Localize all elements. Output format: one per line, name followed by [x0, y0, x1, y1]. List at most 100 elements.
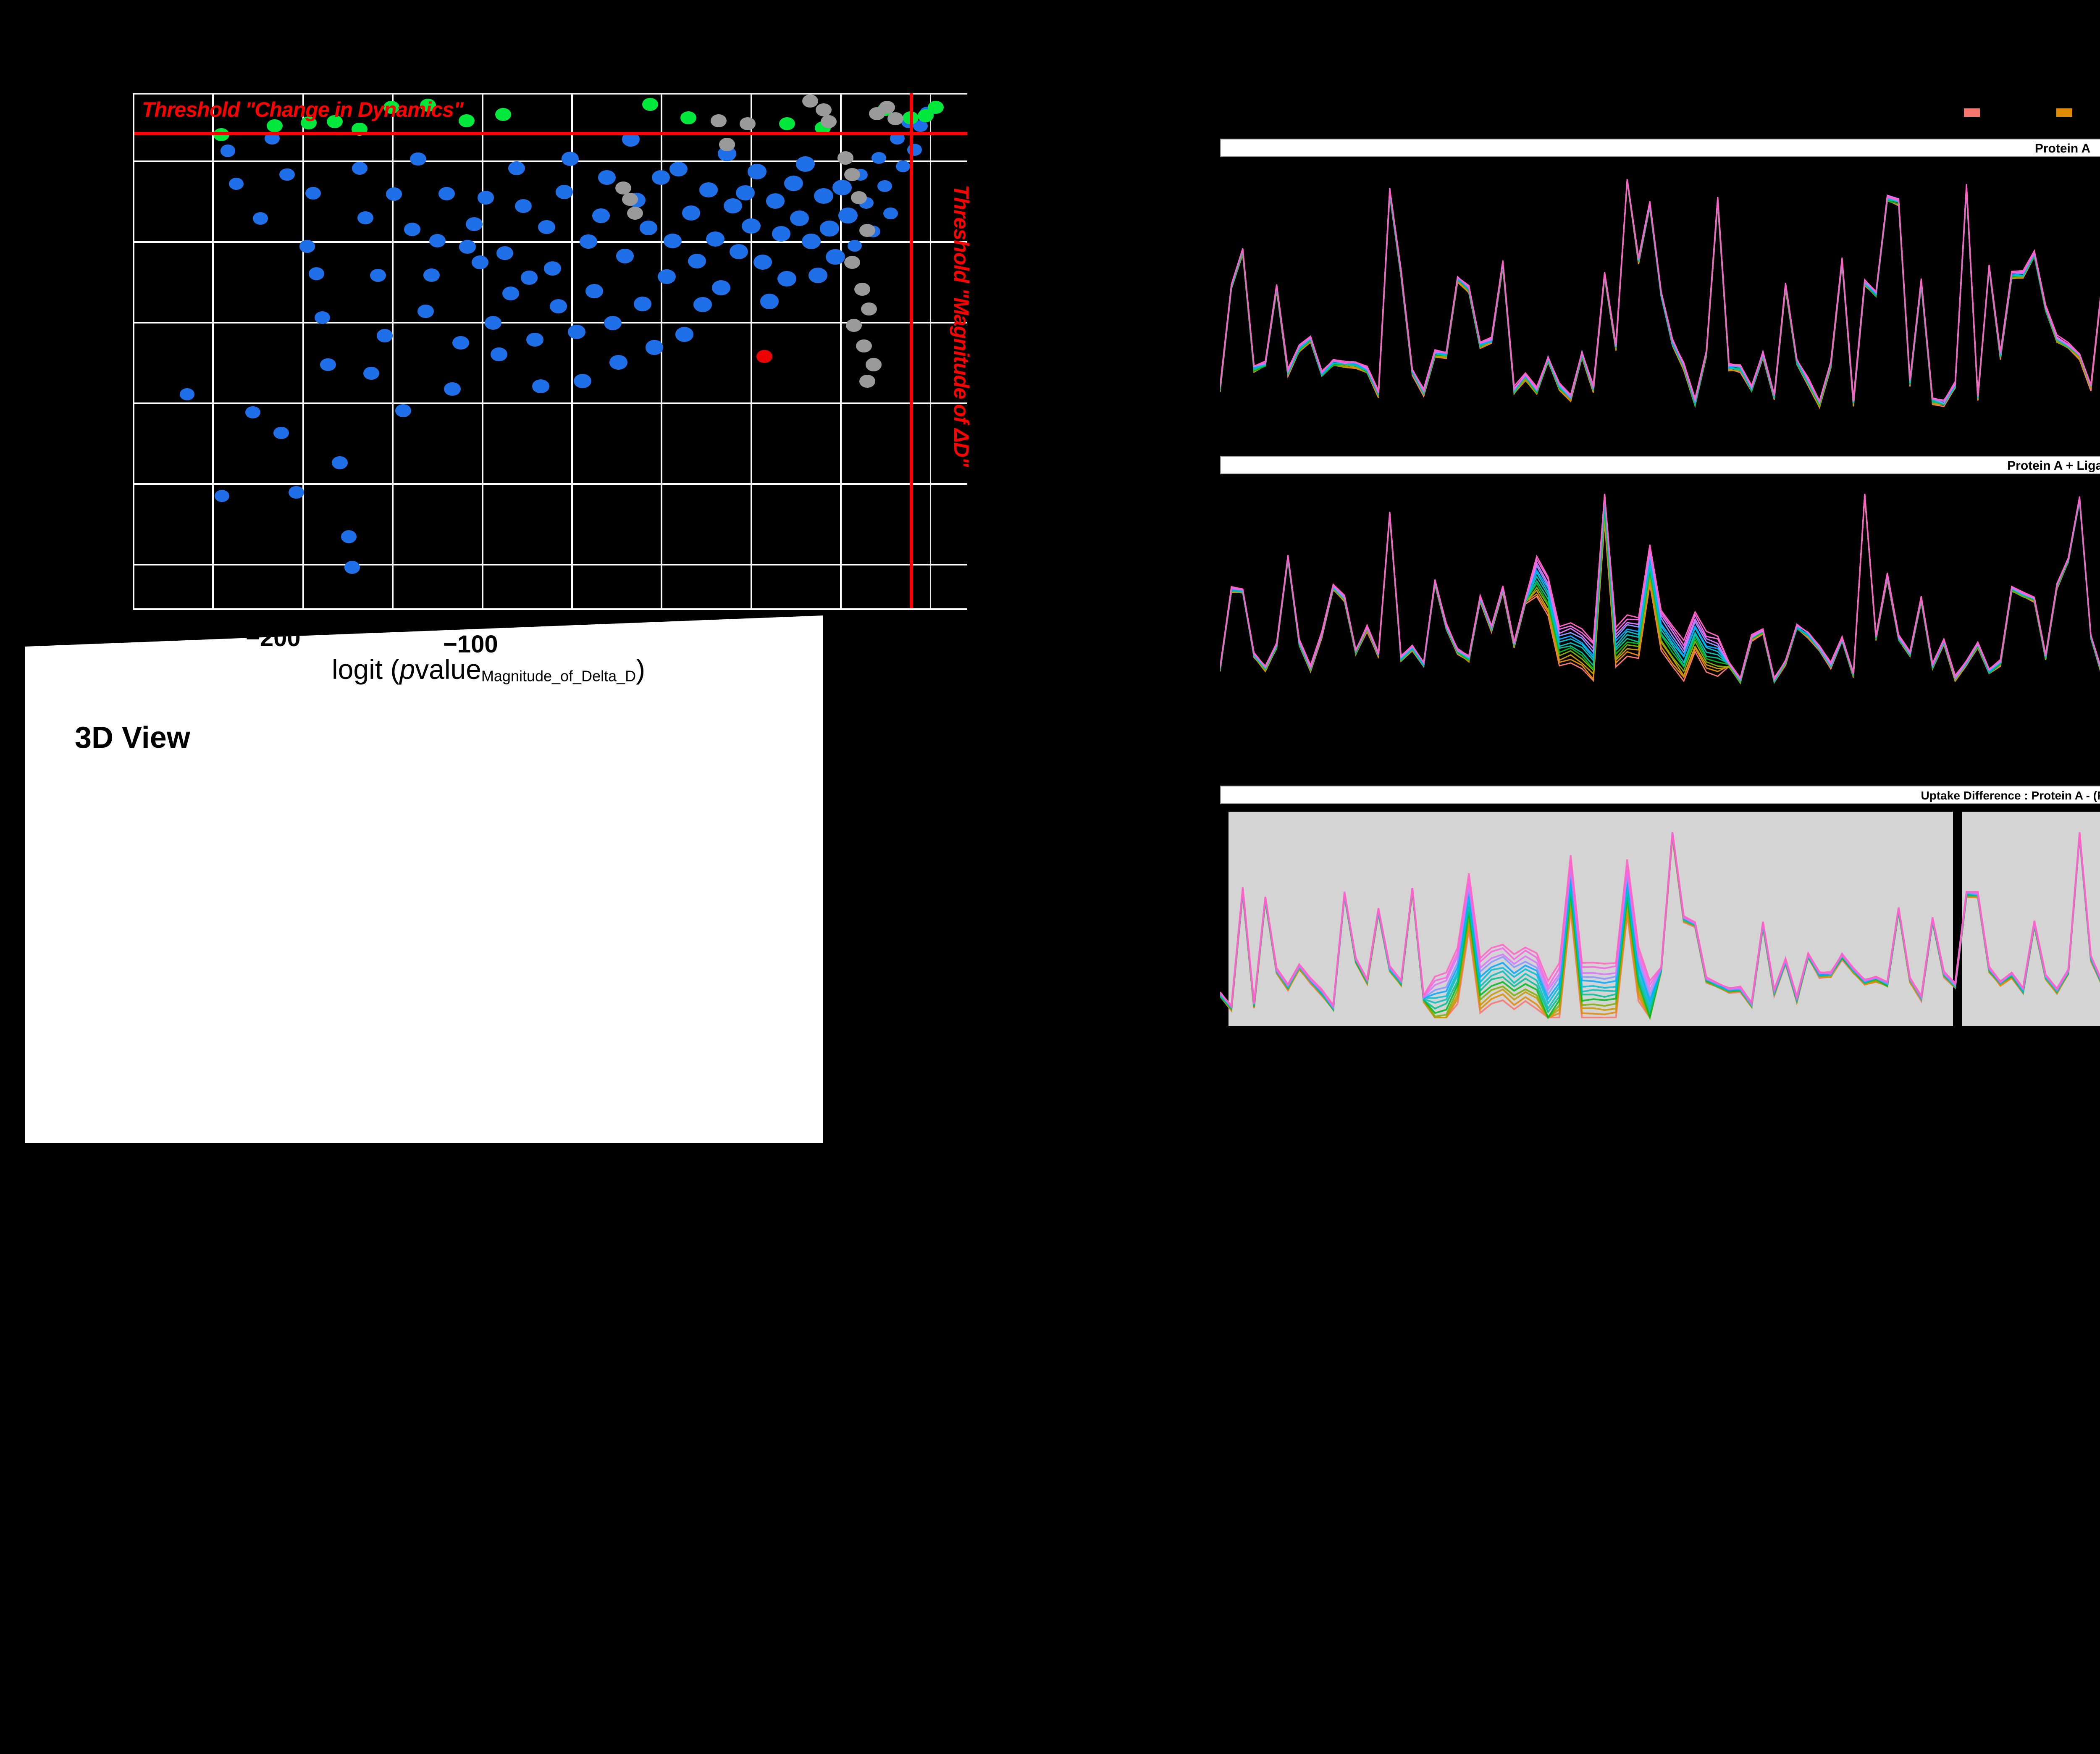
- scatter-point[interactable]: [352, 162, 368, 175]
- scatter-point[interactable]: [514, 199, 532, 213]
- scatter-point[interactable]: [410, 152, 426, 166]
- scatter-point[interactable]: [561, 152, 579, 166]
- scatter-point[interactable]: [301, 116, 317, 129]
- scatter-point[interactable]: [420, 98, 436, 112]
- scatter-point[interactable]: [532, 379, 550, 394]
- scatter-point[interactable]: [452, 336, 469, 350]
- scatter-point[interactable]: [273, 426, 289, 439]
- scatter-point[interactable]: [760, 294, 779, 309]
- scatter-point[interactable]: [491, 347, 508, 361]
- scatter-point[interactable]: [444, 382, 461, 396]
- scatter-point[interactable]: [585, 284, 603, 299]
- scatter-point[interactable]: [711, 280, 730, 296]
- scatter-point[interactable]: [485, 316, 502, 330]
- scatter-point[interactable]: [850, 191, 867, 205]
- scatter-point[interactable]: [423, 268, 440, 282]
- scatter-point[interactable]: [363, 367, 380, 380]
- scatter-point[interactable]: [664, 233, 682, 249]
- scatter-point[interactable]: [326, 115, 343, 129]
- scatter-point[interactable]: [682, 205, 700, 221]
- scatter-point[interactable]: [859, 224, 875, 237]
- scatter-point[interactable]: [802, 95, 819, 108]
- trace-chart-uptake-difference[interactable]: [1220, 812, 2100, 1026]
- scatter-point[interactable]: [179, 388, 194, 400]
- scatter-point[interactable]: [495, 108, 512, 121]
- trace-chart-protein-a[interactable]: [1220, 164, 2100, 424]
- scatter-point[interactable]: [622, 192, 638, 206]
- scatter-point[interactable]: [320, 358, 336, 371]
- scatter-point[interactable]: [777, 271, 797, 287]
- volcano-plot-panel[interactable]: Threshold "Change in Dynamics" Threshold…: [0, 0, 1092, 655]
- scatter-point[interactable]: [658, 269, 676, 284]
- scatter-point[interactable]: [465, 217, 483, 231]
- scatter-point[interactable]: [753, 254, 772, 270]
- scatter-point[interactable]: [508, 161, 525, 175]
- scatter-point[interactable]: [609, 355, 627, 370]
- scatter-point[interactable]: [844, 255, 860, 269]
- threshold-line-vertical[interactable]: [910, 93, 913, 608]
- scatter-point[interactable]: [370, 268, 386, 282]
- scatter-point[interactable]: [854, 282, 870, 296]
- scatter-point[interactable]: [837, 151, 853, 165]
- scatter-point[interactable]: [872, 152, 886, 164]
- scatter-point[interactable]: [642, 97, 658, 111]
- scatter-point[interactable]: [344, 560, 360, 574]
- scatter-point[interactable]: [417, 305, 434, 318]
- scatter-point[interactable]: [228, 178, 244, 190]
- scatter-point[interactable]: [756, 350, 773, 363]
- legend-swatch-2[interactable]: [2056, 108, 2072, 117]
- scatter-point[interactable]: [604, 316, 622, 331]
- scatter-point[interactable]: [766, 193, 785, 209]
- scatter-point[interactable]: [706, 231, 724, 247]
- scatter-point[interactable]: [383, 100, 399, 114]
- trace-chart-protein-a-ligand[interactable]: [1220, 481, 2100, 699]
- scatter-point[interactable]: [438, 187, 455, 200]
- scatter-point[interactable]: [832, 179, 852, 196]
- scatter-point[interactable]: [866, 358, 882, 371]
- scatter-point[interactable]: [616, 249, 634, 263]
- scatter-point[interactable]: [699, 182, 718, 197]
- scatter-point[interactable]: [814, 188, 834, 204]
- scatter-point[interactable]: [669, 161, 688, 177]
- scatter-point[interactable]: [790, 210, 809, 226]
- scatter-point[interactable]: [520, 271, 538, 285]
- scatter-point[interactable]: [879, 100, 895, 114]
- scatter-point[interactable]: [279, 168, 295, 181]
- scatter-point[interactable]: [719, 138, 735, 151]
- scatter-point[interactable]: [742, 218, 761, 234]
- scatter-point[interactable]: [861, 302, 877, 316]
- scatter-point[interactable]: [856, 339, 872, 353]
- scatter-point[interactable]: [927, 100, 944, 114]
- scatter-point[interactable]: [496, 246, 514, 260]
- scatter-point[interactable]: [598, 170, 616, 185]
- scatter-point[interactable]: [289, 486, 304, 499]
- scatter-point[interactable]: [645, 340, 664, 355]
- scatter-point[interactable]: [633, 297, 652, 312]
- scatter-point[interactable]: [386, 187, 402, 201]
- scatter-point[interactable]: [772, 226, 791, 242]
- scatter-point[interactable]: [314, 311, 330, 324]
- threshold-line-horizontal[interactable]: [134, 132, 967, 135]
- scatter-point[interactable]: [404, 222, 420, 236]
- scatter-point[interactable]: [639, 221, 658, 236]
- scatter-point[interactable]: [887, 112, 904, 126]
- scatter-point[interactable]: [847, 240, 862, 252]
- protein-ribbon-diagram[interactable]: [206, 1384, 815, 1754]
- scatter-point[interactable]: [816, 103, 832, 117]
- scatter-point[interactable]: [502, 286, 520, 300]
- scatter-point[interactable]: [688, 253, 706, 269]
- scatter-point[interactable]: [332, 456, 348, 470]
- view3d-card[interactable]: [25, 615, 823, 1143]
- scatter-point[interactable]: [568, 325, 585, 339]
- scatter-point[interactable]: [723, 198, 742, 213]
- scatter-point[interactable]: [526, 333, 544, 347]
- scatter-point[interactable]: [615, 181, 632, 195]
- scatter-point[interactable]: [652, 170, 670, 185]
- scatter-point[interactable]: [477, 191, 494, 205]
- legend-swatch-1[interactable]: [1964, 108, 1980, 117]
- scatter-point[interactable]: [627, 207, 643, 220]
- scatter-point[interactable]: [543, 261, 561, 276]
- scatter-point[interactable]: [736, 185, 755, 201]
- scatter-point[interactable]: [877, 180, 892, 192]
- scatter-point[interactable]: [821, 115, 837, 129]
